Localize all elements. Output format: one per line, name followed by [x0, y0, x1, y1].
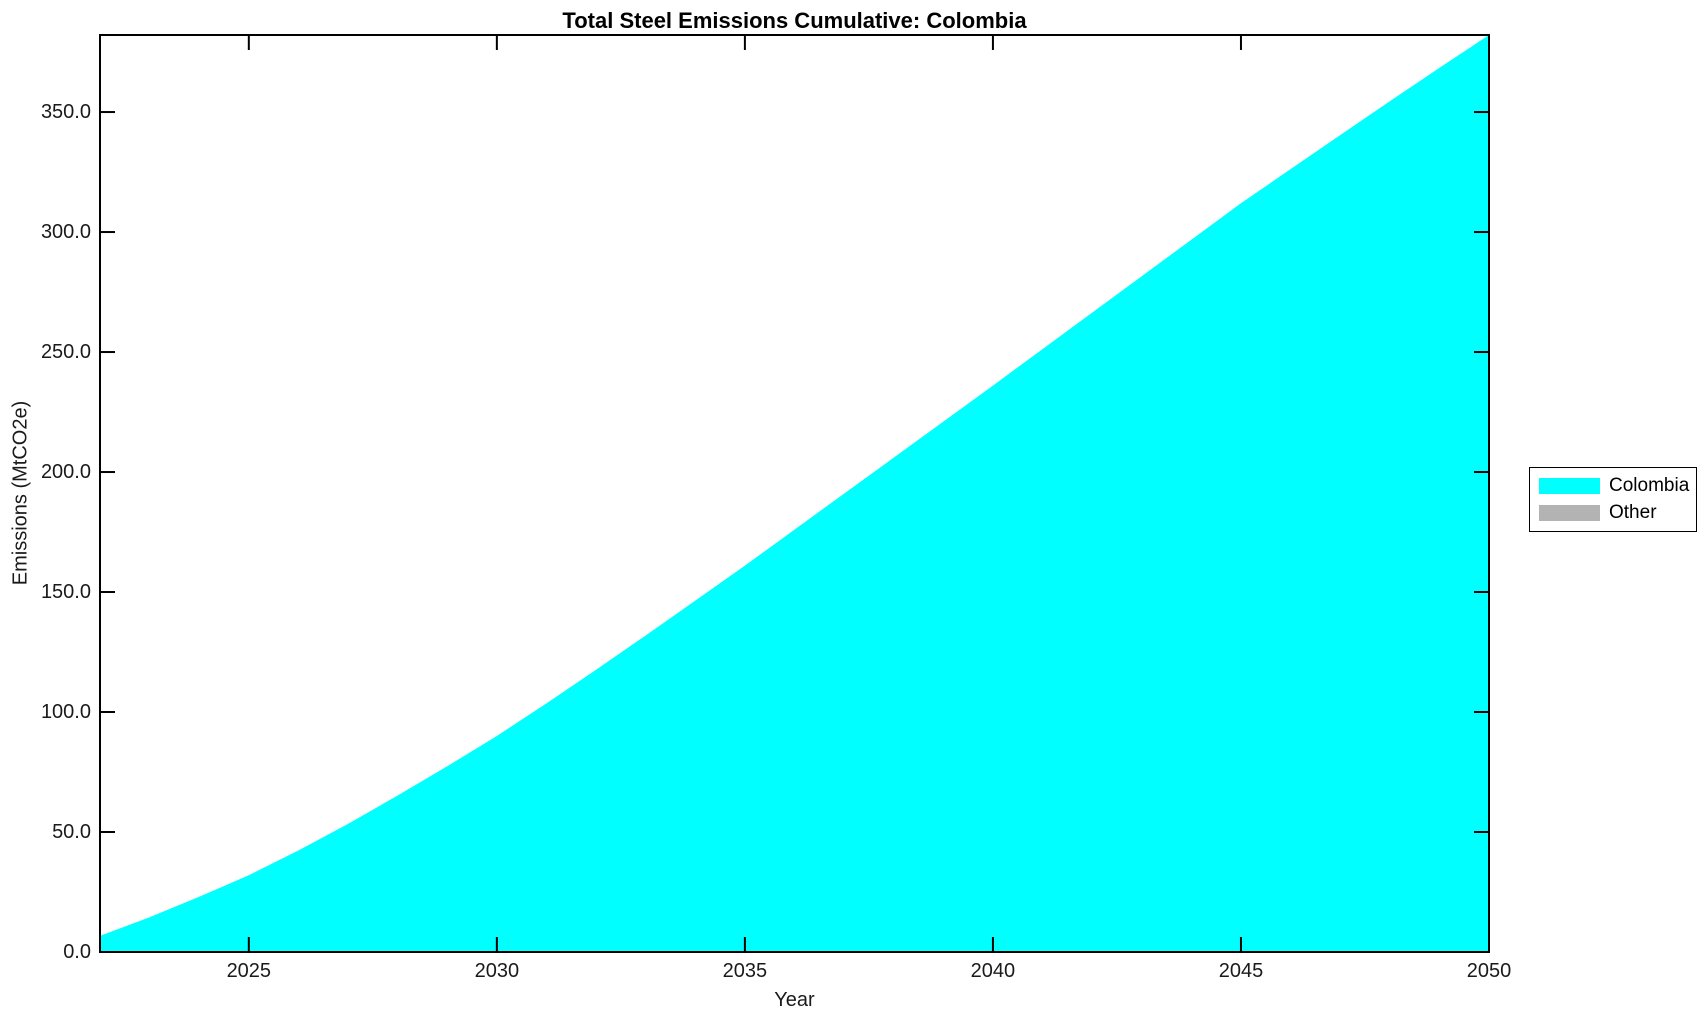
x-tick-label: 2045	[1218, 960, 1264, 982]
legend-swatch-colombia	[1539, 478, 1600, 494]
legend-label-colombia: Colombia	[1609, 475, 1690, 496]
x-axis-label: Year	[774, 989, 815, 1011]
legend-entry-colombia: Colombia	[1539, 475, 1690, 497]
legend-label-other: Other	[1609, 502, 1657, 523]
legend-box: Colombia Other	[1529, 467, 1697, 532]
x-tick-label: 2030	[474, 960, 520, 982]
legend-swatch-other	[1539, 505, 1600, 521]
x-tick-label: 2050	[1466, 960, 1512, 982]
chart-title: Total Steel Emissions Cumulative: Colomb…	[562, 8, 1027, 33]
y-axis-label: Emissions (MtCO2e)	[9, 400, 32, 586]
y-tick-label: 300.0	[40, 221, 91, 244]
legend-entry-other: Other	[1539, 502, 1687, 524]
x-tick-label: 2040	[970, 960, 1016, 982]
y-tick-label: 0.0	[63, 941, 91, 963]
area-series-colombia	[100, 35, 1489, 952]
x-tick-label: 2025	[226, 960, 272, 982]
y-tick-label: 150.0	[40, 581, 91, 604]
y-tick-label: 250.0	[40, 341, 91, 364]
y-tick-label: 350.0	[40, 101, 91, 124]
y-tick-label: 100.0	[40, 701, 91, 723]
x-tick-label: 2035	[722, 960, 768, 982]
plot-border	[99, 34, 1490, 953]
y-tick-label: 50.0	[52, 821, 91, 843]
y-tick-label: 200.0	[40, 461, 91, 484]
